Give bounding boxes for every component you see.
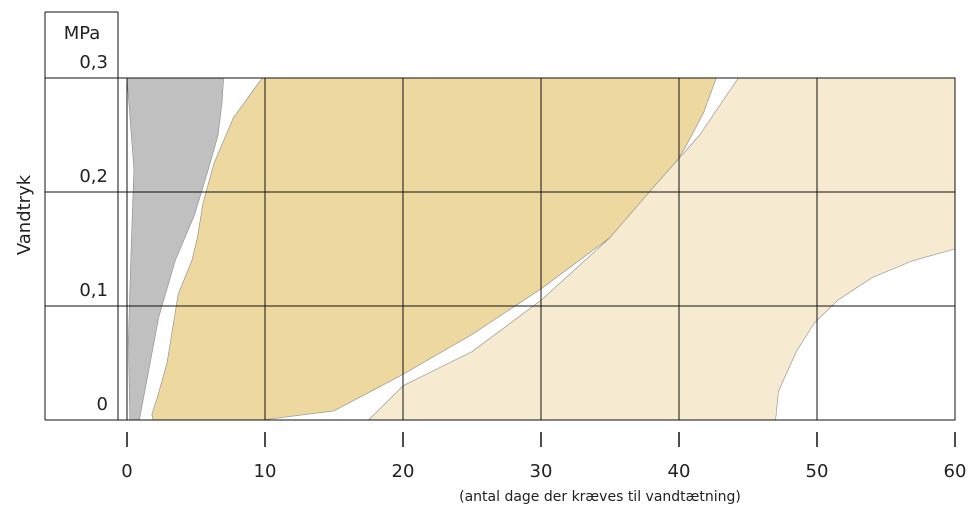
- y-axis-label: Vandtryk: [14, 174, 35, 255]
- chart-areas: [126, 77, 956, 421]
- x-tick-label: 50: [806, 461, 829, 482]
- plot-border: [126, 77, 956, 421]
- x-tick-label: 30: [530, 461, 553, 482]
- x-tick-label: 20: [392, 461, 415, 482]
- x-axis-ticks: 0 10 20 30 40 50 60: [121, 432, 966, 482]
- y-tick-label: 0,3: [79, 52, 108, 73]
- y-axis-ticks: 0 0,1 0,2 0,3: [79, 52, 108, 415]
- chart-frame: [44, 11, 956, 421]
- y-tick-label: 0: [97, 394, 108, 415]
- x-tick-label: 40: [668, 461, 691, 482]
- y-tick-label: 0,2: [79, 166, 108, 187]
- x-tick-label: 60: [944, 461, 967, 482]
- x-tick-label: 10: [254, 461, 277, 482]
- area-region-3: [368, 77, 956, 421]
- y-tick-label: 0,1: [79, 280, 108, 301]
- x-tick-label: 0: [121, 461, 132, 482]
- y-unit-label: MPa: [64, 23, 101, 44]
- x-axis-label: (antal dage der kræves til vandtætning): [459, 489, 741, 505]
- area-region-1: [126, 77, 224, 421]
